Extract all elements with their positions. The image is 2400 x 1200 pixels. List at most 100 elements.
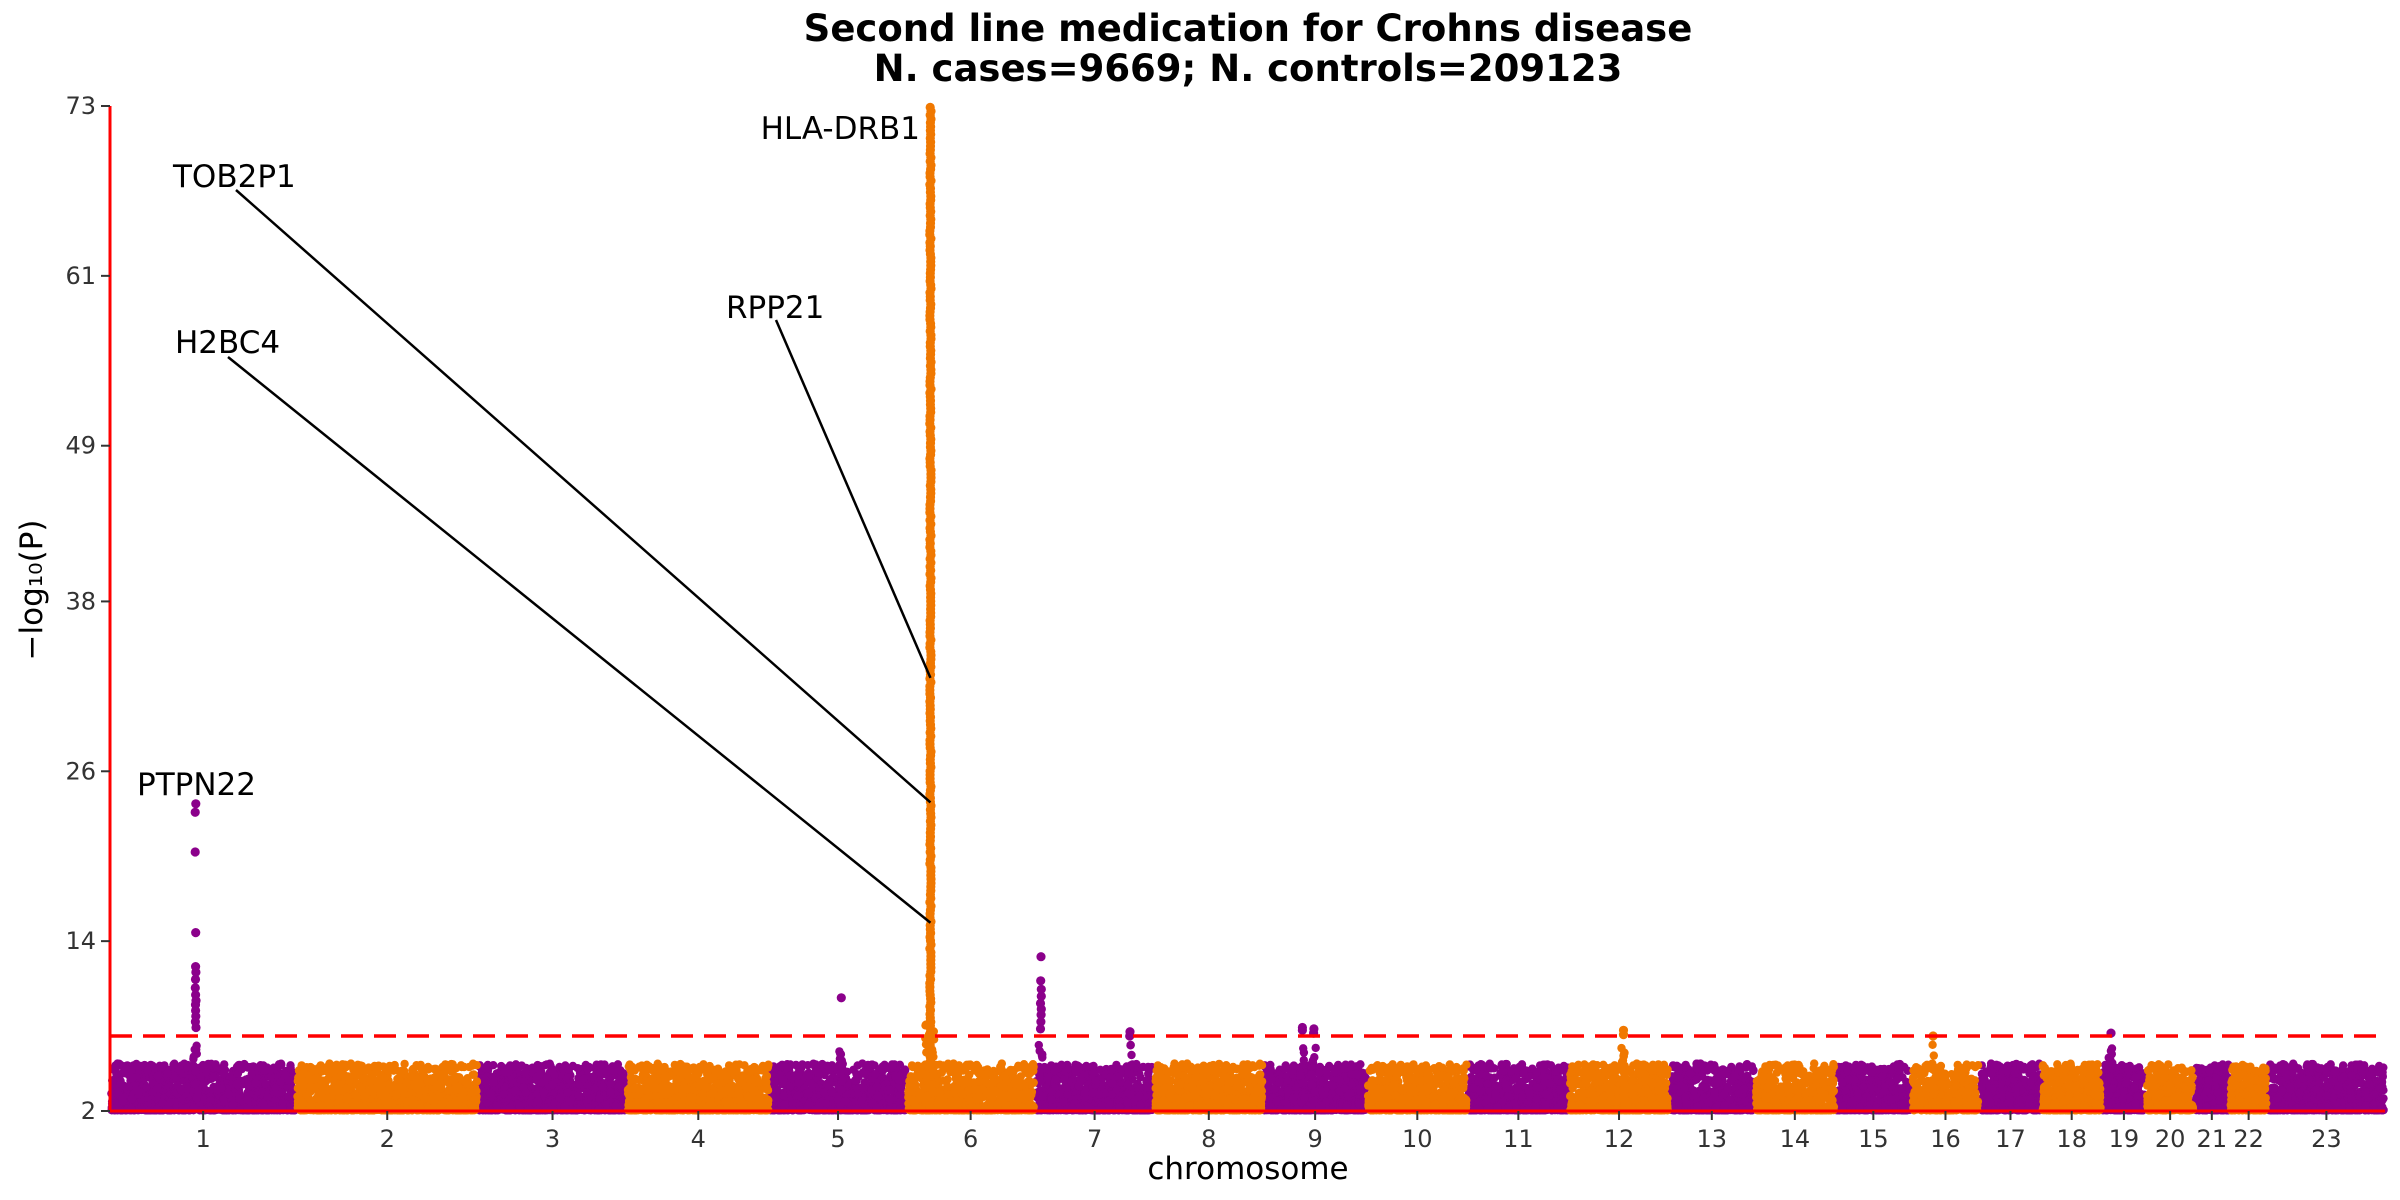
snp-point bbox=[143, 1066, 152, 1075]
snp-point bbox=[579, 1074, 588, 1084]
snp-point bbox=[1076, 1075, 1086, 1085]
chart-subtitle: N. cases=9669; N. controls=209123 bbox=[874, 47, 1623, 90]
snp-point bbox=[1270, 1084, 1279, 1094]
snp-point bbox=[561, 1061, 570, 1070]
snp-point bbox=[1343, 1092, 1353, 1101]
snp-point bbox=[1265, 1072, 1275, 1081]
snp-point bbox=[1095, 1090, 1104, 1099]
snp-point bbox=[112, 1069, 121, 1079]
snp-point bbox=[888, 1061, 898, 1071]
snp-point bbox=[1112, 1060, 1121, 1070]
snp-point bbox=[209, 1072, 218, 1082]
snp-point bbox=[809, 1059, 818, 1068]
snp-point bbox=[271, 1083, 280, 1093]
snp-point bbox=[606, 1088, 615, 1097]
snp-point bbox=[775, 1062, 784, 1071]
snp-point bbox=[583, 1064, 593, 1074]
snp-point bbox=[1329, 1068, 1339, 1078]
snp-point bbox=[118, 1097, 128, 1106]
snp-point bbox=[1108, 1079, 1117, 1088]
snp-point bbox=[859, 1083, 868, 1092]
snp-point bbox=[1080, 1089, 1090, 1098]
snp-point bbox=[772, 1085, 782, 1095]
snp-point bbox=[563, 1088, 572, 1097]
snp-point bbox=[793, 1091, 803, 1100]
snp-point bbox=[263, 1092, 272, 1102]
snp-point bbox=[886, 1085, 895, 1095]
snp-point bbox=[1289, 1061, 1299, 1070]
snp-point bbox=[1266, 1064, 1275, 1074]
snp-point bbox=[539, 1088, 548, 1097]
snp-point bbox=[511, 1060, 521, 1069]
snp-point bbox=[1062, 1083, 1071, 1093]
snp-point bbox=[615, 1080, 624, 1090]
chart-title: Second line medication for Crohns diseas… bbox=[804, 7, 1693, 50]
snp-point bbox=[1356, 1060, 1365, 1069]
snp-point bbox=[277, 1060, 286, 1070]
snp-point bbox=[492, 1101, 502, 1110]
snp-point bbox=[133, 1086, 142, 1096]
snp-point bbox=[574, 1091, 584, 1100]
snp-point bbox=[232, 1079, 242, 1089]
snp-point bbox=[1091, 1076, 1100, 1085]
snp-point bbox=[770, 1077, 779, 1086]
snp-point bbox=[1360, 1073, 1369, 1082]
snp-point bbox=[251, 1078, 260, 1088]
snp-point bbox=[874, 1092, 883, 1102]
snp-point bbox=[857, 1096, 866, 1106]
snp-point bbox=[885, 1095, 894, 1104]
snp-point bbox=[794, 1071, 803, 1080]
snp-point bbox=[779, 1091, 788, 1101]
snp-point bbox=[501, 1068, 510, 1077]
snp-point bbox=[1071, 1066, 1080, 1076]
snp-point bbox=[827, 1088, 836, 1097]
snp-point bbox=[286, 1061, 295, 1070]
snp-point bbox=[566, 1097, 575, 1106]
snp-point bbox=[813, 1067, 822, 1077]
snp-point bbox=[489, 1078, 498, 1087]
snp-point bbox=[243, 1095, 252, 1105]
snp-point bbox=[169, 1060, 178, 1069]
snp-point bbox=[606, 1079, 615, 1089]
snp-point bbox=[894, 1076, 903, 1085]
snp-point bbox=[260, 1066, 269, 1075]
snp-point bbox=[1322, 1066, 1331, 1076]
snp-point bbox=[284, 1076, 293, 1085]
snp-point bbox=[871, 1070, 880, 1079]
snp-point bbox=[1059, 1097, 1068, 1107]
snp-point bbox=[176, 1086, 186, 1095]
snp-point bbox=[841, 1097, 850, 1106]
snp-point bbox=[822, 1079, 831, 1089]
snp-point bbox=[220, 1065, 230, 1075]
snp-point bbox=[609, 1066, 618, 1075]
snp-point bbox=[521, 1088, 530, 1098]
snp-point bbox=[1288, 1095, 1298, 1104]
snp-point bbox=[123, 1082, 133, 1091]
snp-point bbox=[780, 1100, 789, 1110]
snp-point bbox=[128, 1073, 137, 1082]
snp-point bbox=[1283, 1086, 1293, 1096]
snp-point bbox=[851, 1076, 860, 1085]
snp-point bbox=[1141, 1082, 1151, 1092]
snp-point bbox=[284, 1091, 293, 1101]
snp-point bbox=[485, 1089, 495, 1098]
snp-point bbox=[596, 1060, 606, 1069]
snp-point bbox=[582, 1088, 592, 1097]
snp-point bbox=[825, 1065, 834, 1075]
snp-point bbox=[1135, 1091, 1144, 1101]
snp-point bbox=[548, 1065, 557, 1074]
snp-point bbox=[480, 1063, 489, 1073]
snp-point bbox=[1283, 1076, 1292, 1086]
snp-point bbox=[515, 1101, 524, 1111]
snp-point bbox=[542, 1073, 552, 1083]
snp-point bbox=[261, 1079, 270, 1089]
snp-point bbox=[121, 1065, 131, 1074]
snp-point bbox=[1051, 1075, 1060, 1084]
snp-point bbox=[247, 1069, 256, 1079]
snp-point bbox=[863, 1060, 873, 1070]
snp-point bbox=[153, 1071, 163, 1081]
snp-point bbox=[1340, 1084, 1349, 1093]
snp-point bbox=[533, 1096, 543, 1106]
